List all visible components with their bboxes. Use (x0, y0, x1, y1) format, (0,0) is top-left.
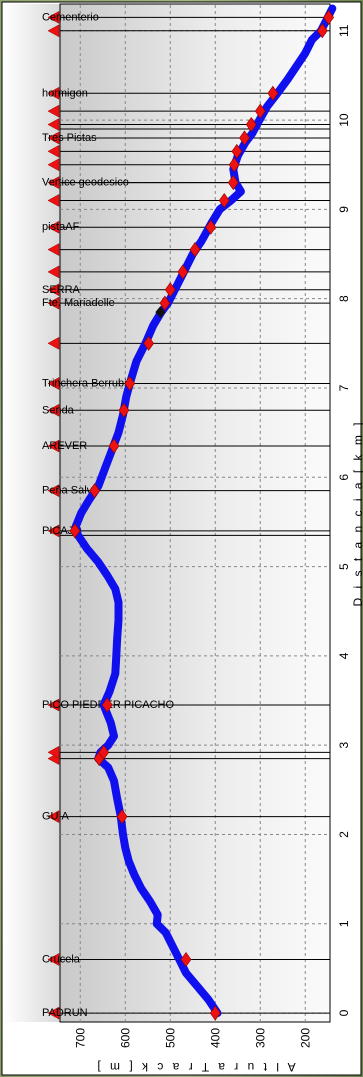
altitude-tick-label: 500 (163, 1028, 177, 1048)
waypoint-flag-triangle (47, 377, 60, 390)
waypoint-label: Vertice geodesico (42, 177, 129, 189)
waypoint-flag-triangle (47, 176, 60, 190)
waypoint-flag-triangle (47, 1006, 60, 1020)
waypoint-marker (245, 117, 257, 133)
waypoint-label: pistaAF (42, 221, 80, 233)
waypoint-flag-triangle (47, 265, 60, 279)
waypoint-label: GUIA (42, 811, 70, 823)
distance-tick-label: 11 (337, 24, 351, 37)
distance-tick-label: 2 (337, 831, 351, 838)
waypoint-flag-triangle (47, 220, 60, 234)
waypoint-flag-triangle (47, 10, 60, 24)
waypoint-flag-triangle (47, 439, 60, 453)
distance-tick-label: 1 (337, 920, 351, 927)
waypoint-marker (177, 264, 189, 280)
waypoint-marker (227, 175, 239, 191)
waypoint-flag-triangle (47, 144, 60, 158)
waypoint-label: Senda (42, 404, 75, 416)
waypoint-marker (164, 282, 176, 298)
waypoint-marker (254, 103, 266, 119)
waypoint-label: Crucela (42, 953, 81, 965)
waypoint-marker (69, 523, 81, 539)
waypoint-label: SERRA (42, 284, 81, 296)
distance-tick-label: 9 (337, 206, 351, 213)
waypoint-flag-triangle (47, 131, 60, 145)
waypoint-marker (116, 809, 128, 825)
distance-tick-label: 3 (337, 742, 351, 749)
waypoint-label: Trinchera Berrubia (42, 378, 134, 390)
waypoint-marker (209, 1005, 221, 1021)
distance-tick-label: 4 (337, 652, 351, 659)
plot-area (59, 3, 331, 1023)
waypoint-marker (316, 23, 328, 39)
waypoint-marker (323, 9, 335, 25)
waypoint-label: hormigon (42, 87, 88, 99)
waypoint-marker (143, 335, 155, 351)
waypoint-flag-triangle (47, 698, 60, 712)
distance-tick-label: 8 (337, 295, 351, 302)
waypoint-marker (180, 951, 192, 968)
altitude-tick-label: 400 (208, 1028, 222, 1048)
altitude-tick-label: 700 (73, 1028, 87, 1048)
distance-tick-label: 10 (337, 113, 351, 127)
waypoint-flag-triangle (47, 296, 60, 310)
waypoint-flag-triangle (47, 104, 60, 118)
waypoint-marker (267, 85, 279, 101)
waypoint-marker (98, 744, 110, 760)
waypoint-flag-triangle (47, 194, 60, 207)
waypoint-flag-triangle (47, 24, 60, 38)
waypoint-marker (108, 438, 120, 454)
waypoint-flag-triangle (47, 524, 60, 538)
waypoint-flag-triangle (47, 86, 60, 100)
waypoint-marker (205, 219, 217, 235)
waypoint-marker (124, 376, 136, 392)
waypoint-flag-triangle (47, 118, 60, 131)
waypoint-marker (228, 157, 240, 173)
waypoint-marker (239, 130, 250, 146)
distance-axis-title: D i s t a n c i a [ k m ] (351, 419, 363, 606)
waypoint-flag-triangle (47, 745, 60, 759)
altitude-tick-label: 200 (298, 1028, 312, 1048)
waypoint-marker (231, 143, 243, 159)
distance-tick-label: 7 (337, 384, 351, 391)
altitude-tick-label: 600 (118, 1028, 132, 1048)
distance-tick-label: 0 (337, 1009, 351, 1016)
waypoint-label-band (4, 4, 60, 1022)
waypoint-label: Peña Salve (42, 485, 98, 497)
altitude-axis-title: A l t u r a T r a c k [ m ] (94, 1060, 295, 1074)
waypoint-flag-triangle (47, 810, 60, 824)
waypoint-marker (101, 697, 113, 713)
waypoint-flag-triangle (47, 484, 60, 498)
waypoint-marker (218, 192, 230, 208)
waypoint-label: AREVER (42, 440, 87, 452)
waypoint-flag-triangle (47, 403, 60, 417)
waypoint-marker (159, 295, 171, 311)
current-position-marker (155, 306, 166, 319)
waypoint-marker (89, 483, 101, 499)
waypoint-flag-triangle (47, 953, 60, 966)
waypoint-marker (189, 242, 201, 258)
waypoint-label: Fte. Mariadelle (42, 297, 115, 309)
waypoint-label: Cementerio (42, 11, 99, 23)
waypoint-marker (118, 402, 130, 418)
waypoint-flag-triangle (47, 158, 60, 172)
waypoint-flag-triangle (47, 283, 60, 297)
distance-tick-label: 6 (337, 474, 351, 481)
waypoint-flag-triangle (47, 336, 60, 350)
waypoint-label: PADRUN (42, 1007, 88, 1019)
waypoint-flag-triangle (47, 243, 60, 256)
distance-tick-label: 5 (337, 563, 351, 570)
waypoint-label: Tres Pistas (42, 132, 97, 144)
altitude-tick-label: 300 (253, 1028, 267, 1048)
